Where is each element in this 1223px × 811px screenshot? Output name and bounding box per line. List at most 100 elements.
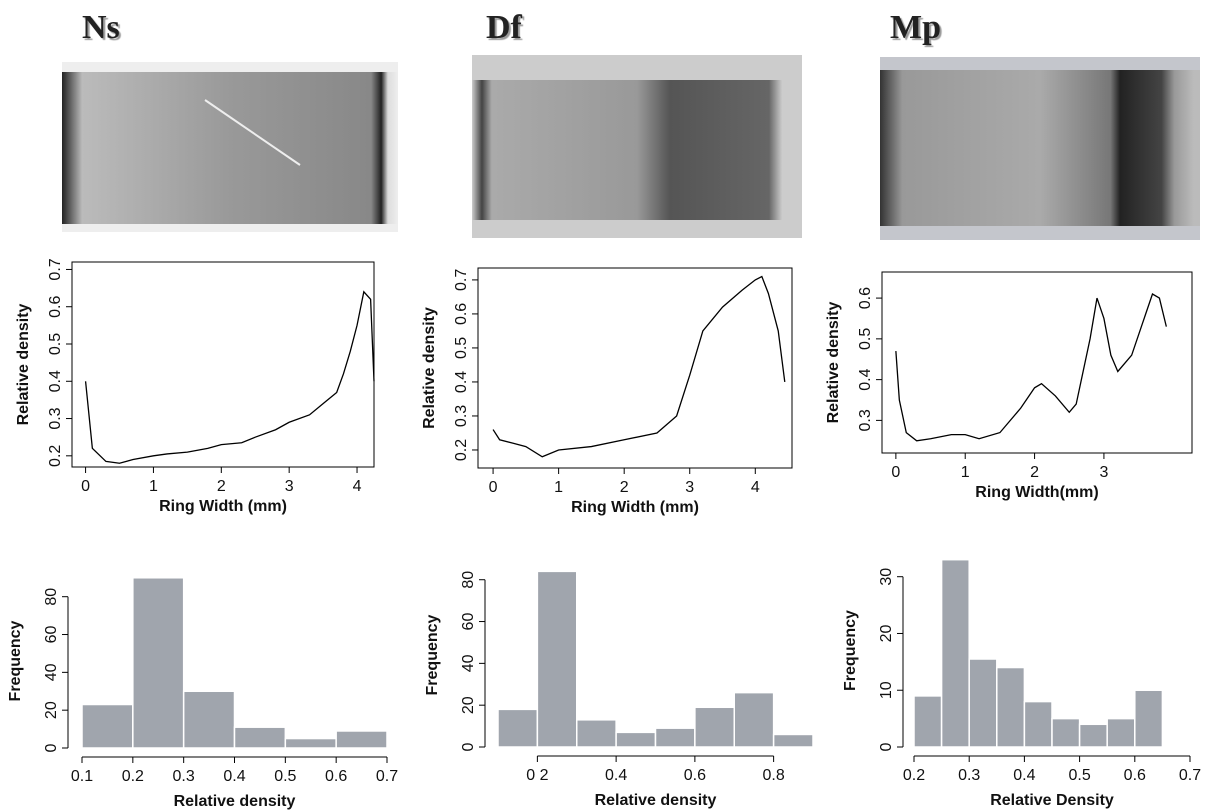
density-line [492, 275, 786, 458]
scan-scratch [204, 99, 301, 166]
y-tick-label: 20 [43, 701, 60, 719]
x-tick-label: 0 [891, 464, 900, 481]
y-tick-label: 0.6 [47, 296, 64, 318]
y-axis-title: Frequency [424, 614, 441, 695]
x-tick-label: 0.5 [274, 768, 296, 785]
x-tick-label: 4 [353, 478, 362, 495]
y-tick-label: 0 [460, 742, 477, 751]
y-tick-label: 40 [43, 663, 60, 681]
x-tick-label: 1 [554, 479, 563, 496]
y-tick-label: 20 [878, 624, 895, 642]
x-tick-label: 0.8 [763, 767, 785, 784]
y-tick-label: 0.6 [857, 287, 874, 309]
y-tick-label: 0.2 [453, 439, 470, 461]
plot-frame [881, 271, 1193, 454]
y-tick-label: 40 [460, 654, 477, 672]
panel-title: Mp [890, 9, 941, 46]
histogram-bar [772, 733, 814, 748]
plot-frame [477, 267, 793, 469]
y-tick-label: 0.7 [47, 258, 64, 280]
y-tick-label: 80 [43, 588, 60, 606]
x-tick-label: 0.2 [903, 767, 925, 784]
y-axis-title: Relative density [15, 303, 32, 425]
y-tick-label: 0.7 [453, 269, 470, 291]
x-tick-label: 0.6 [325, 768, 347, 785]
density-line [84, 290, 375, 464]
x-tick-label: 0.3 [958, 767, 980, 784]
x-tick-label: 2 [620, 479, 629, 496]
x-tick-label: 3 [685, 479, 694, 496]
x-axis-title: Ring Width (mm) [159, 498, 287, 515]
histogram-bar [576, 719, 617, 748]
y-axis-title: Relative density [421, 307, 438, 429]
y-tick-label: 60 [460, 613, 477, 631]
wood-scan [472, 80, 802, 220]
histogram-bar [913, 695, 943, 748]
y-tick-label: 30 [878, 568, 895, 586]
y-tick-label: 80 [460, 571, 477, 589]
x-tick-label: 0.1 [71, 768, 93, 785]
x-tick-label: 0.6 [684, 767, 706, 784]
histogram-bar [996, 666, 1026, 748]
y-tick-label: 0.4 [47, 370, 64, 392]
histogram-bar [1134, 689, 1164, 748]
x-tick-label: 0.5 [1068, 767, 1090, 784]
y-tick-label: 10 [878, 681, 895, 699]
histogram-bar [733, 691, 775, 748]
x-tick-label: 0 [489, 479, 498, 496]
y-tick-label: 60 [43, 626, 60, 644]
x-tick-label: 0.7 [1179, 767, 1201, 784]
histogram-bar [1051, 717, 1081, 748]
histogram-bar [1078, 723, 1108, 748]
x-tick-label: 0.7 [376, 768, 398, 785]
x-tick-label: 1 [149, 478, 158, 495]
histogram-bar [654, 727, 696, 748]
y-tick-label: 0.3 [857, 409, 874, 431]
histogram-bar [335, 730, 388, 749]
y-tick-label: 0.3 [47, 407, 64, 429]
y-tick-label: 0 [878, 742, 895, 751]
histogram-bar [132, 577, 185, 749]
y-tick-label: 20 [460, 696, 477, 714]
y-tick-label: 0.5 [857, 328, 874, 350]
histogram-bar [497, 708, 539, 748]
histogram-bar [233, 726, 287, 749]
y-tick-label: 0.4 [453, 371, 470, 393]
histogram-bar [536, 570, 578, 748]
x-tick-label: 1 [961, 464, 970, 481]
x-axis-title: Ring Width(mm) [975, 484, 1098, 501]
histogram-bar [81, 703, 134, 749]
x-axis-title: Ring Width (mm) [571, 499, 699, 516]
y-tick-label: 0.2 [47, 445, 64, 467]
histogram-bar [182, 690, 236, 749]
y-axis-title: Frequency [842, 610, 859, 691]
histogram-bar [694, 706, 735, 748]
wood-scan [62, 72, 398, 224]
x-tick-label: 0 2 [526, 767, 548, 784]
x-tick-label: 0.4 [223, 768, 245, 785]
panel-title: Df [486, 9, 523, 46]
y-axis-title: Relative density [825, 301, 842, 423]
y-tick-label: 0.5 [47, 333, 64, 355]
x-tick-label: 0.2 [122, 768, 144, 785]
y-tick-label: 0.6 [453, 303, 470, 325]
y-axis-title: Frequency [7, 620, 24, 701]
x-axis-title: Relative density [174, 793, 296, 810]
x-tick-label: 0.4 [1013, 767, 1035, 784]
wood-images [62, 55, 1200, 240]
histogram-bar [615, 731, 657, 748]
x-tick-label: 0 [81, 478, 90, 495]
histogram-bar [968, 658, 998, 748]
histogram-bar [284, 737, 337, 749]
x-axis-title: Relative Density [990, 792, 1114, 809]
density-line [895, 293, 1167, 442]
plot-frame [71, 261, 375, 468]
histogram-bar [1106, 717, 1136, 748]
x-axis-title: Relative density [595, 792, 717, 809]
x-tick-label: 0.6 [1124, 767, 1146, 784]
x-tick-label: 3 [1099, 464, 1108, 481]
wood-scan [880, 70, 1200, 226]
x-tick-label: 0.3 [173, 768, 195, 785]
x-tick-label: 2 [1030, 464, 1039, 481]
